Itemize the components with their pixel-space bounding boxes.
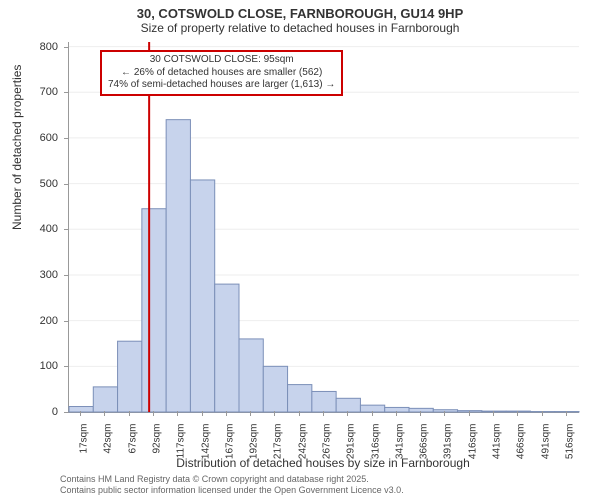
x-tick-label: 316sqm xyxy=(370,424,381,460)
bar xyxy=(312,391,336,412)
x-tick-label: 366sqm xyxy=(419,424,430,460)
bar xyxy=(93,387,117,412)
bar xyxy=(263,366,287,412)
plot-area xyxy=(68,42,579,413)
x-tick-label: 291sqm xyxy=(346,424,357,460)
y-tick-label: 100 xyxy=(40,360,58,372)
bar xyxy=(166,120,190,412)
footnote-line2: Contains public sector information licen… xyxy=(60,485,404,496)
x-tick-label: 92sqm xyxy=(152,424,163,454)
bar xyxy=(239,339,263,412)
x-tick-label: 67sqm xyxy=(127,424,138,454)
x-tick-label: 416sqm xyxy=(467,424,478,460)
y-tick-label: 800 xyxy=(40,41,58,53)
y-tick-label: 700 xyxy=(40,86,58,98)
x-tick-label: 491sqm xyxy=(540,424,551,460)
chart-title-line2: Size of property relative to detached ho… xyxy=(0,21,600,39)
bar xyxy=(288,385,312,412)
footnote: Contains HM Land Registry data © Crown c… xyxy=(60,474,404,496)
x-tick-label: 192sqm xyxy=(249,424,260,460)
x-tick-label: 391sqm xyxy=(443,424,454,460)
x-tick-label: 17sqm xyxy=(79,424,90,454)
x-axis-label: Distribution of detached houses by size … xyxy=(68,456,578,470)
x-tick-label: 466sqm xyxy=(516,424,527,460)
bar xyxy=(336,398,360,412)
x-tick-label: 167sqm xyxy=(224,424,235,460)
bar xyxy=(215,284,239,412)
bar xyxy=(118,341,142,412)
x-tick-label: 142sqm xyxy=(200,424,211,460)
chart-container: 30, COTSWOLD CLOSE, FARNBOROUGH, GU14 9H… xyxy=(0,0,600,500)
y-tick-label: 0 xyxy=(52,406,58,418)
y-tick-label: 200 xyxy=(40,315,58,327)
x-tick-label: 267sqm xyxy=(322,424,333,460)
y-ticks: 0100200300400500600700800 xyxy=(0,42,64,412)
annotation-line2: ← 26% of detached houses are smaller (56… xyxy=(108,67,335,80)
x-tick-label: 341sqm xyxy=(394,424,405,460)
footnote-line1: Contains HM Land Registry data © Crown c… xyxy=(60,474,404,485)
bar xyxy=(360,405,384,412)
y-tick-label: 300 xyxy=(40,269,58,281)
x-tick-label: 242sqm xyxy=(297,424,308,460)
bar xyxy=(190,180,214,412)
x-tick-label: 117sqm xyxy=(176,424,187,459)
annotation-box: 30 COTSWOLD CLOSE: 95sqm ← 26% of detach… xyxy=(100,50,343,96)
y-tick-label: 400 xyxy=(40,223,58,235)
annotation-line1: 30 COTSWOLD CLOSE: 95sqm xyxy=(108,54,335,67)
x-tick-label: 516sqm xyxy=(564,424,575,460)
bar xyxy=(142,209,166,412)
bars xyxy=(69,120,579,412)
y-tick-label: 500 xyxy=(40,178,58,190)
y-tick-label: 600 xyxy=(40,132,58,144)
x-tick-label: 42sqm xyxy=(103,424,114,454)
x-ticks: 17sqm 42sqm 67sqm 92sqm 117sqm 142sqm 167sqm 19… xyxy=(68,412,578,462)
x-tick-label: 217sqm xyxy=(273,424,284,460)
chart-title-line1: 30, COTSWOLD CLOSE, FARNBOROUGH, GU14 9H… xyxy=(0,0,600,21)
annotation-line3: 74% of semi-detached houses are larger (… xyxy=(108,79,335,92)
x-tick-label: 441sqm xyxy=(492,424,503,460)
